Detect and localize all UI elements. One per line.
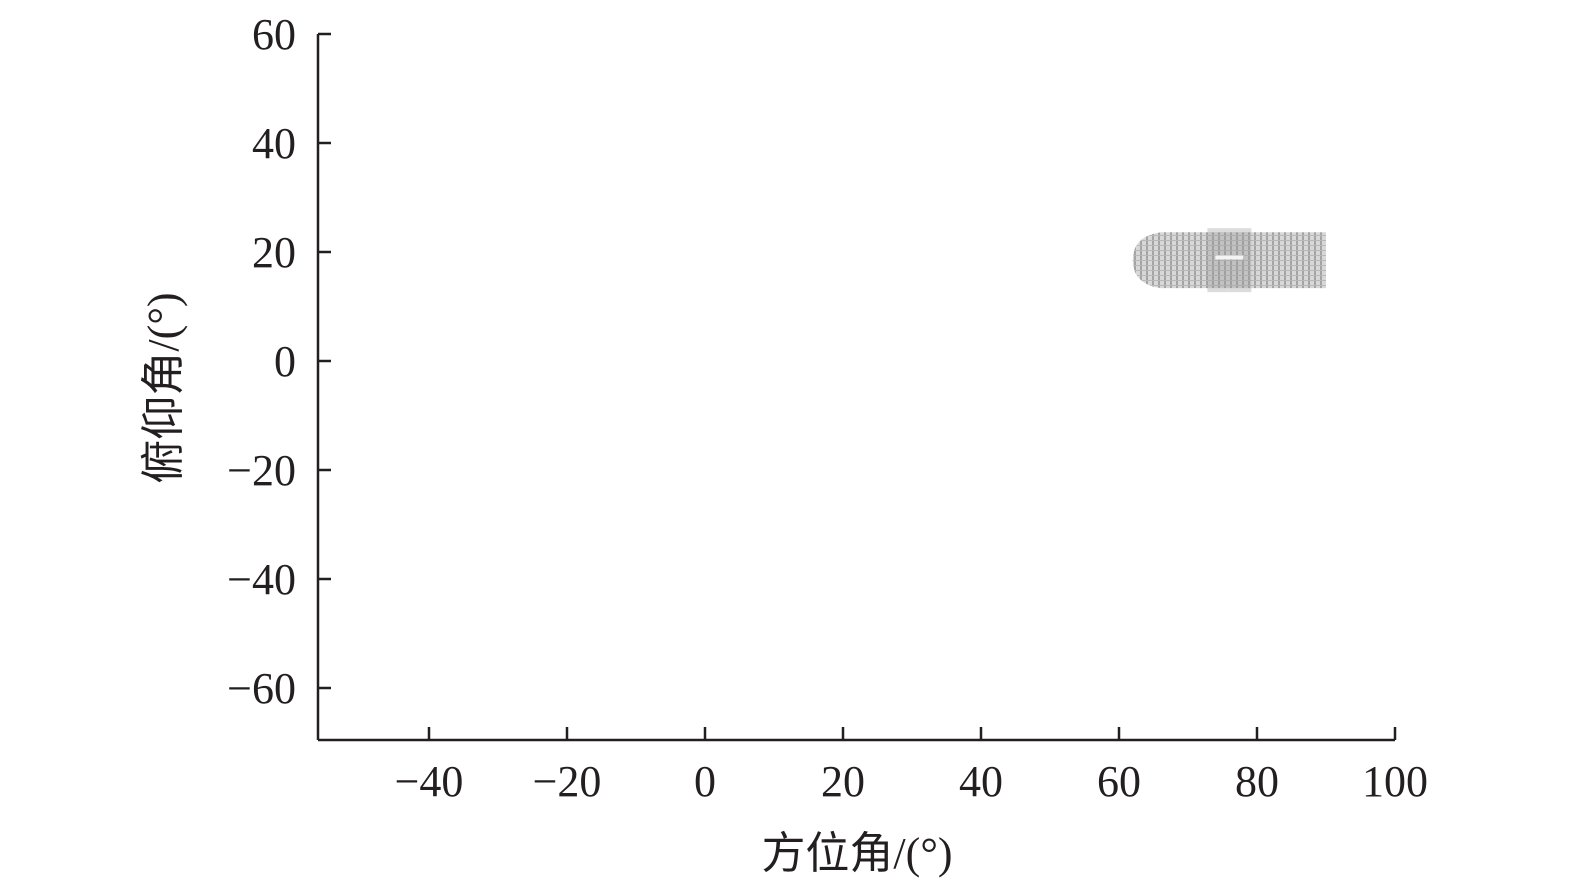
y-tick-label: −60 [227,664,296,713]
y-tick-label: −20 [227,446,296,495]
y-tick-label: 20 [252,228,296,277]
y-tick-label: 40 [252,119,296,168]
x-tick-label: 40 [959,757,1003,806]
y-tick-label: 0 [274,337,296,386]
x-tick-label: 0 [694,757,716,806]
y-tick-label: 60 [252,10,296,59]
x-tick-label: 80 [1235,757,1279,806]
peak-band [1207,228,1252,293]
response-region [1132,232,1326,289]
x-tick-label: 100 [1362,757,1428,806]
x-tick-label: 20 [821,757,865,806]
y-tick-label: −40 [227,555,296,604]
x-axis-title: 方位角/(°) [761,829,952,878]
peak-marker [1215,255,1244,260]
x-tick-label: −20 [533,757,602,806]
y-axis-title: 俯仰角/(°) [139,292,188,483]
x-tick-label: −40 [395,757,464,806]
x-tick-label: 60 [1097,757,1141,806]
